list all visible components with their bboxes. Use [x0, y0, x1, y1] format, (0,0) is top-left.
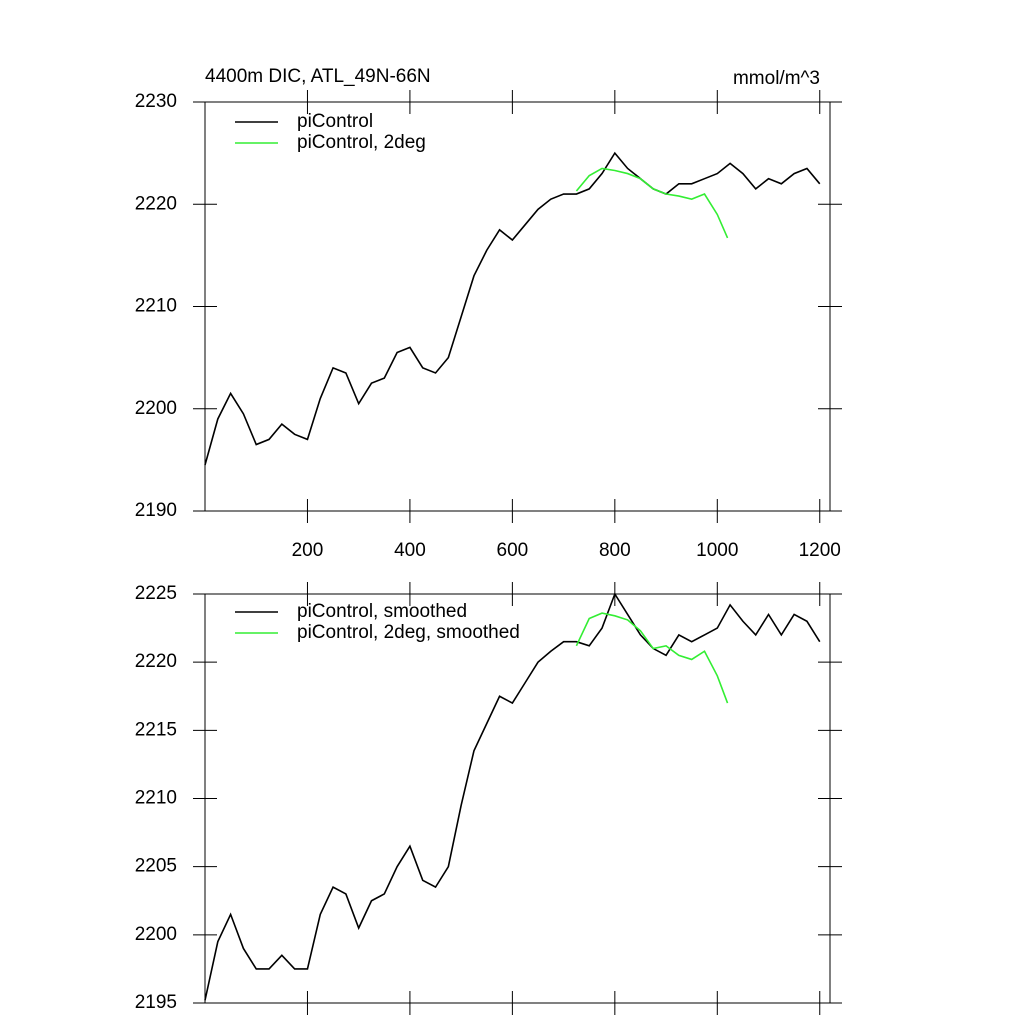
y-tick-label: 2220	[135, 651, 177, 672]
y-tick-label: 2230	[135, 91, 177, 112]
x-tick-label: 400	[394, 540, 426, 561]
x-tick-label: 1000	[696, 540, 738, 561]
y-tick-label: 2210	[135, 296, 177, 317]
legend-label: piControl, 2deg	[297, 132, 426, 153]
y-tick-label: 2220	[135, 193, 177, 214]
x-tick-label: 800	[599, 540, 631, 561]
y-tick-label: 2190	[135, 500, 177, 521]
unit-label: mmol/m^3	[733, 68, 820, 89]
plot-frame	[204, 101, 831, 512]
data-line	[575, 167, 729, 239]
x-tick-label: 200	[292, 540, 324, 561]
y-tick-label: 2195	[135, 992, 177, 1013]
y-tick-label: 2225	[135, 583, 177, 604]
legend-label: piControl	[297, 111, 373, 132]
y-tick-label: 2200	[135, 398, 177, 419]
y-tick-label: 2215	[135, 719, 177, 740]
y-tick-label: 2210	[135, 788, 177, 809]
y-tick-label: 2205	[135, 856, 177, 877]
data-line	[204, 592, 821, 1001]
x-tick-label: 1200	[799, 540, 841, 561]
data-line	[575, 612, 729, 704]
x-tick-label: 600	[497, 540, 529, 561]
plot-frame	[204, 593, 831, 1004]
legend-label: piControl, 2deg, smoothed	[297, 622, 520, 643]
y-tick-label: 2200	[135, 924, 177, 945]
data-line	[204, 151, 821, 466]
chart-title: 4400m DIC, ATL_49N-66N	[205, 66, 431, 87]
legend-label: piControl, smoothed	[297, 601, 467, 622]
